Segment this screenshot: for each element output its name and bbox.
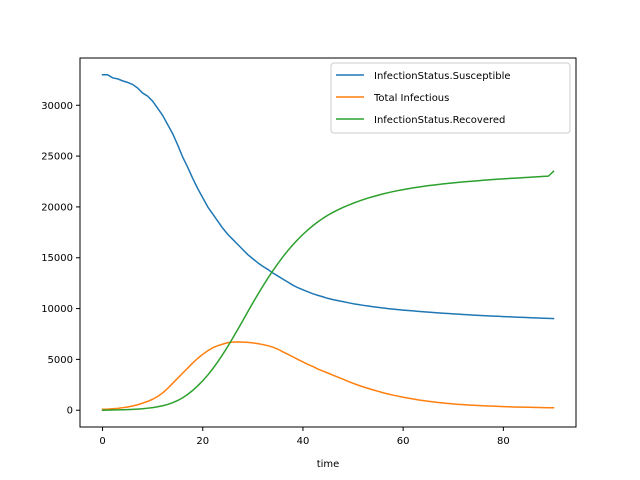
y-tick-label: 30000 xyxy=(41,101,73,112)
plot-frame xyxy=(79,57,577,428)
y-tick-label: 15000 xyxy=(41,253,73,264)
y-tick-label: 10000 xyxy=(41,304,73,315)
series-layer xyxy=(101,74,555,411)
legend-entry-label: Total Infectious xyxy=(373,93,449,104)
x-tick-label: 80 xyxy=(497,436,510,447)
y-tick-label: 0 xyxy=(67,406,73,417)
series-line-total-infectious xyxy=(101,341,555,410)
legend-entry-label: InfectionStatus.Susceptible xyxy=(374,71,511,82)
y-tick-label: 25000 xyxy=(41,152,73,163)
y-tick-label: 5000 xyxy=(48,355,73,366)
y-tick-label: 20000 xyxy=(41,202,73,213)
x-tick-label: 0 xyxy=(99,436,105,447)
x-tick-label: 60 xyxy=(397,436,410,447)
x-tick-label: 20 xyxy=(196,436,209,447)
legend-entry-label: InfectionStatus.Recovered xyxy=(374,115,505,126)
series-line-infectionstatus-susceptible xyxy=(101,74,555,320)
series-line-infectionstatus-recovered xyxy=(101,170,555,411)
legend: InfectionStatus.Susceptible Total Infecti… xyxy=(330,62,571,134)
x-axis-label: time xyxy=(317,459,340,470)
x-tick-label: 40 xyxy=(297,436,310,447)
axes-layer: 0 20 40 60 80 0 5000 10000 15000 20000 25000 30000 xyxy=(41,101,510,447)
legend-frame xyxy=(330,62,571,134)
